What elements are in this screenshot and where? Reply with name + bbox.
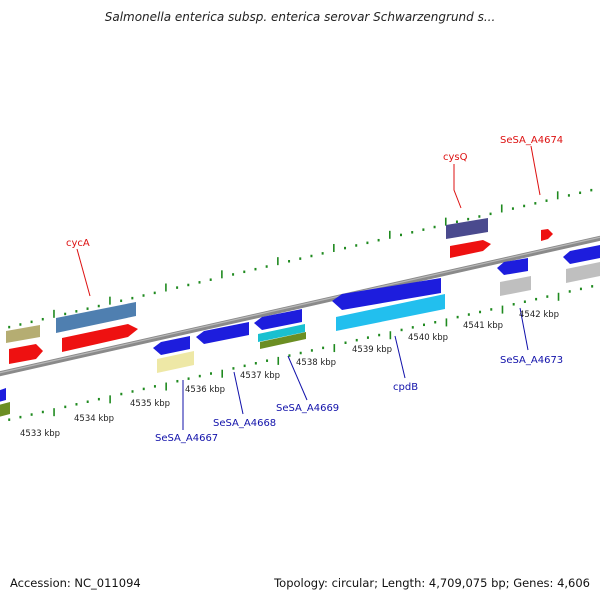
label-SeSA_A4667: SeSA_A4667	[155, 433, 218, 444]
feature-SeSA_A4667-arrow[interactable]	[153, 336, 190, 355]
label-SeSA_A4674: SeSA_A4674	[500, 135, 563, 146]
scale-label: 4536 kbp	[185, 385, 225, 395]
feature-cycA-arrow[interactable]	[62, 324, 138, 352]
leader-SeSA_A4669	[287, 355, 308, 401]
genome-backbone-highlight	[0, 236, 600, 374]
feature-SeSA_A4673-box[interactable]	[500, 276, 531, 296]
scale-label: 4542 kbp	[519, 310, 559, 320]
scale-label: 4533 kbp	[20, 429, 60, 439]
feature-SeSA_A4667-box[interactable]	[157, 351, 194, 373]
feature-cpdB-box[interactable]	[336, 294, 445, 331]
feature-cysQ-box[interactable]	[446, 218, 488, 239]
label-cysQ: cysQ	[443, 152, 468, 163]
leader-cpdB	[394, 335, 406, 379]
feature-cpdB-arrow[interactable]	[332, 278, 441, 310]
bottom-tick-row	[8, 285, 594, 421]
feature-olive-far-left[interactable]	[0, 402, 10, 418]
feature-khaki-left[interactable]	[6, 325, 40, 343]
scale-label: 4534 kbp	[74, 414, 114, 424]
genome-backbone	[0, 235, 600, 377]
genome-summary-text: Topology: circular; Length: 4,709,075 bp…	[274, 576, 590, 590]
leader-SeSA_A4668	[233, 371, 244, 415]
label-cpdB: cpdB	[393, 382, 418, 393]
feature-grey-right[interactable]	[566, 261, 600, 283]
leader-cysQ	[453, 164, 462, 209]
label-SeSA_A4669: SeSA_A4669	[276, 403, 339, 414]
accession-text: Accession: NC_011094	[10, 576, 141, 590]
top-tick-row	[8, 188, 593, 329]
feature-SeSA_A4668-arrow[interactable]	[196, 322, 249, 344]
label-cycA: cycA	[66, 238, 90, 249]
feature-red-left[interactable]	[9, 344, 43, 364]
feature-SeSA_A4669-arrow[interactable]	[254, 309, 302, 330]
feature-blue-right[interactable]	[563, 244, 600, 264]
scale-label: 4540 kbp	[408, 333, 448, 343]
feature-SeSA_A4673-arrow[interactable]	[497, 258, 528, 275]
leader-SeSA_A4673	[519, 307, 529, 351]
feature-SeSA_A4669-cyan[interactable]	[258, 324, 305, 342]
page-title: Salmonella enterica subsp. enterica sero…	[104, 10, 496, 24]
label-SeSA_A4668: SeSA_A4668	[213, 418, 276, 429]
feature-cysQ-arrow[interactable]	[450, 240, 491, 258]
feature-SeSA_A4674-arrow[interactable]	[541, 229, 553, 241]
footer: Accession: NC_011094 Topology: circular;…	[10, 576, 590, 590]
leader-SeSA_A4674	[530, 145, 541, 196]
leader-cycA	[76, 248, 91, 297]
feature-blue-far-left[interactable]	[0, 388, 6, 403]
feature-SeSA_A4669-olive[interactable]	[260, 332, 306, 349]
scale-label: 4539 kbp	[352, 345, 392, 355]
scale-label: 4537 kbp	[240, 371, 280, 381]
label-SeSA_A4673: SeSA_A4673	[500, 355, 563, 366]
scale-label: 4541 kbp	[463, 321, 503, 331]
scale-label: 4538 kbp	[296, 358, 336, 368]
scale-label: 4535 kbp	[130, 399, 170, 409]
feature-cycA-box[interactable]	[56, 302, 136, 333]
